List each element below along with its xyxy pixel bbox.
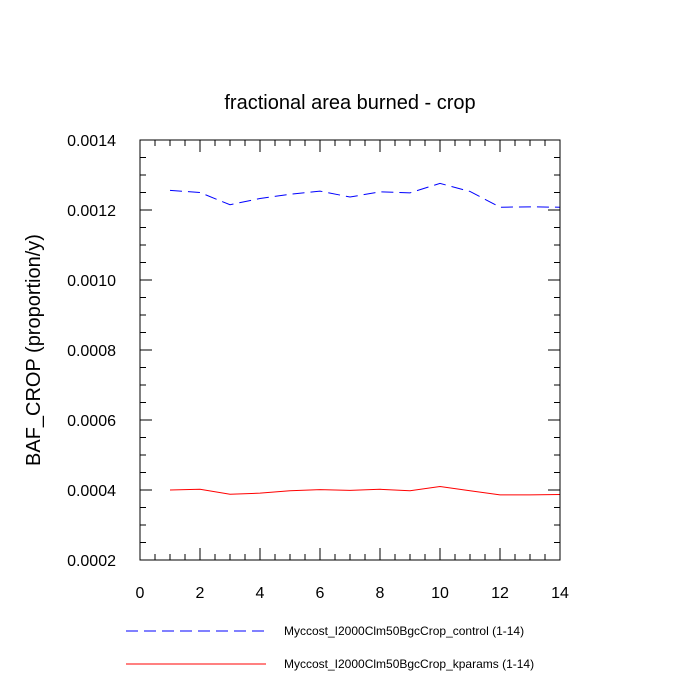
x-tick-label: 10: [431, 585, 449, 602]
y-tick-label: 0.0002: [67, 553, 116, 570]
y-tick-label: 0.0008: [67, 343, 116, 360]
series-line-0: [169, 182, 561, 208]
x-tick-label: 14: [551, 585, 569, 602]
x-tick-label: 12: [491, 585, 509, 602]
y-tick-label: 0.0014: [67, 133, 116, 150]
y-tick-label: 0.0006: [67, 413, 116, 430]
x-tick-label: 4: [256, 585, 265, 602]
y-tick-label: 0.0004: [67, 483, 116, 500]
legend-label-0: Myccost_I2000Clm50BgcCrop_control (1-14): [284, 624, 524, 638]
x-tick-label: 0: [136, 585, 145, 602]
series-line-1: [169, 485, 561, 496]
x-tick-label: 2: [196, 585, 205, 602]
axes: 0 2 4 6 8 10 12 14 0.0002 0.0004 0.0006 0.0008 0.001…: [67, 133, 569, 602]
series-group: [169, 182, 561, 496]
legend: Myccost_I2000Clm50BgcCrop_control (1-14)…: [126, 624, 534, 671]
legend-label-1: Myccost_I2000Clm50BgcCrop_kparams (1-14): [284, 657, 534, 671]
x-tick-label: 6: [316, 585, 325, 602]
y-tick-label: 0.0012: [67, 203, 116, 220]
y-axis-label: BAF_CROP (proportion/y): [23, 234, 45, 466]
chart-title: fractional area burned - crop: [224, 92, 475, 114]
y-tick-label: 0.0010: [67, 273, 116, 290]
x-tick-label: 8: [376, 585, 385, 602]
plot-frame: [139, 139, 561, 561]
